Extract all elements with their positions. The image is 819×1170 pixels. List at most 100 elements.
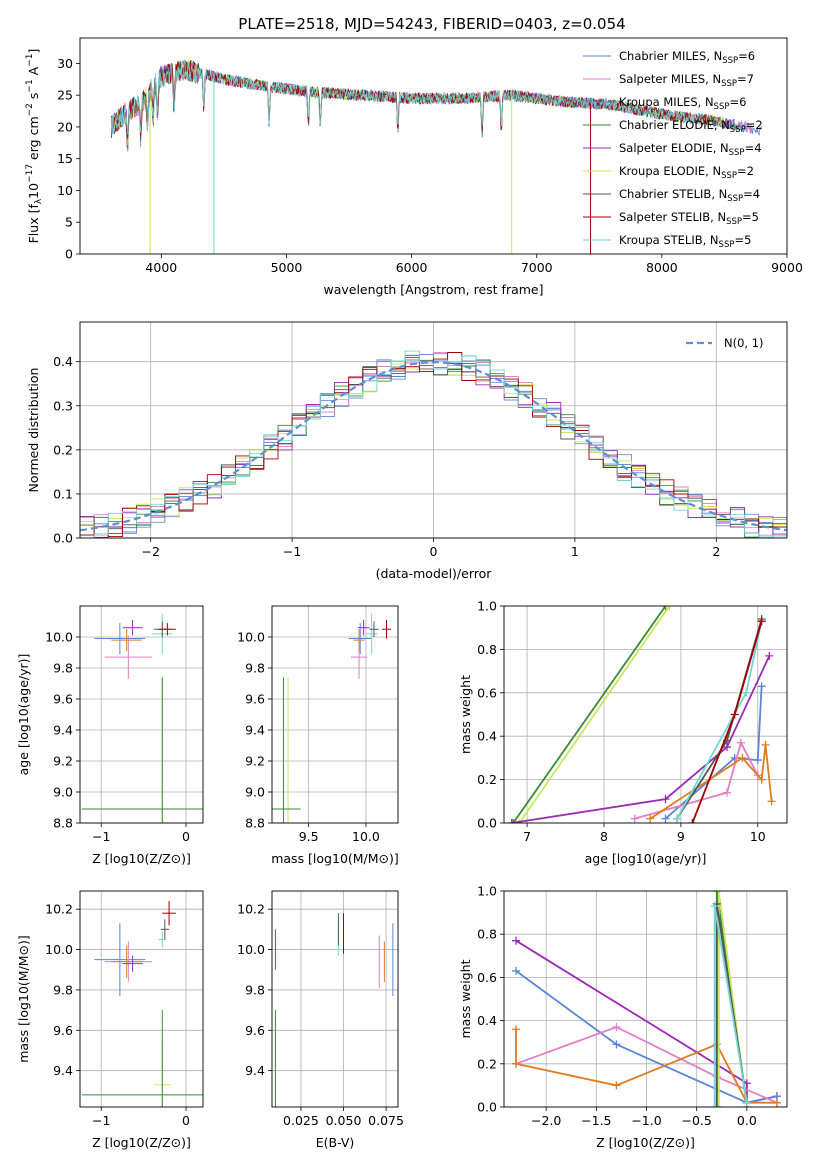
mass_vs_ebv-ytick-label: 10.2 [237,902,265,917]
weight_vs_age-marker [757,775,766,784]
spectrum-xlabel: wavelength [Angstrom, rest frame] [323,282,543,297]
weight_vs_Z-ytick-label: 0.6 [477,970,497,985]
age_vs_Z-ytick-label: 9.8 [53,661,73,676]
age_vs_mass-ytick-label: 8.8 [245,816,265,831]
spectrum-xtick-label: 4000 [145,260,177,275]
weight_vs_Z-frame [503,890,788,1108]
weight_vs_Z-marker [512,936,521,945]
mass_vs_Z-ytick-label: 10.0 [45,942,73,957]
age_vs_Z-xtick-label: 0 [182,829,190,844]
residuals-xlabel: (data-model)/error [376,566,493,581]
residuals-xtick-label: 2 [712,544,720,559]
weight_vs_age-series-4 [634,740,759,820]
mass_vs_Z-ytick-label: 9.8 [53,982,73,997]
weight_vs_age-series-8 [676,621,763,820]
age_vs_Z-ytick-label: 9.6 [53,692,73,707]
weight_vs_Z-xtick-label: 0.0 [737,1113,757,1128]
weight_vs_Z-series-4 [515,1029,777,1104]
weight_vs_age-series-2 [518,606,671,823]
weight_vs_age-marker [515,819,524,823]
age_vs_Z-axes: −1 0 8.8 9.0 9.2 9.4 9.6 9.8 10.0 [45,606,203,844]
age_vs_mass-xtick-label: 9.5 [299,829,319,844]
spectrum-ytick-label: 30 [57,56,73,71]
weight_vs_age-series-1 [512,606,667,823]
age_vs_mass-axes: 9.5 10.0 8.8 9.0 9.2 9.4 9.6 9.8 10.0 [237,606,398,844]
mass_vs_ebv-ytick-label: 9.8 [245,982,265,997]
legend-label: Salpeter MILES, NSSP=7 [619,72,754,89]
weight_vs_age-marker [661,814,670,823]
weight_vs_age-marker [688,819,697,823]
weight_vs_age-ylabel: mass weight [458,675,473,754]
weight_vs_Z-marker [714,891,723,895]
spectrum-ylabel: Flux [fλ10−17 erg cm−2 s−1 A−1] [25,49,44,244]
weight_vs_age-marker [723,788,732,797]
gaussian-curve [80,360,787,532]
age_vs_Z-ytick-label: 10.0 [45,630,73,645]
weight_vs_age-ytick-label: 0.2 [477,772,497,787]
weight_vs_age-xtick-label: 8 [600,829,608,844]
residual-hists [80,350,787,538]
weight_vs_Z-marker [710,1103,719,1107]
weight_vs_age-lines [507,606,776,823]
weight_vs_Z-marker [742,1098,751,1107]
weight_vs_age-series-7 [676,618,763,820]
weight_vs_Z-xtick-label: −1.5 [581,1113,611,1128]
spectrum-xtick-label: 7000 [521,260,553,275]
weight_vs_age-marker [661,795,670,804]
age_vs_mass-ytick-label: 9.0 [245,785,265,800]
weight_vs_age-marker [673,814,682,823]
age_vs_mass-ytick-label: 9.4 [245,723,265,738]
weight_vs_age-marker [730,710,739,719]
age_vs_mass-xlabel: mass [log10(M/M⊙)] [271,851,399,866]
mass_vs_ebv-ytick-label: 9.4 [245,1063,265,1078]
legend-label: Kroupa ELODIE, NSSP=2 [619,164,754,181]
weight_vs_age-marker [630,814,639,823]
mass_vs_Z-ylabel: mass [log10(M/M⊙)] [16,935,31,1063]
weight_vs_age-marker [753,756,762,765]
weight_vs_age-ytick-label: 0.8 [477,642,497,657]
legend-label: Chabrier MILES, NSSP=6 [619,49,755,66]
residuals-xtick-label: 0 [430,544,438,559]
weight_vs_Z-marker [710,902,719,911]
residuals-axes: −2 −1 0 1 2 0.0 0.1 0.2 0.3 0.4 [53,322,787,559]
mass_vs_ebv-ytick-label: 10.0 [237,942,265,957]
mass_vs_ebv-xtick-label: 0.075 [368,1113,404,1128]
weight_vs_Z-xtick-label: −1.0 [631,1113,661,1128]
weight_vs_Z-xlabel: Z [log10(Z/Z⊙)] [596,1135,695,1150]
age_vs_Z-ytick-label: 9.0 [53,785,73,800]
residuals-xtick-label: −2 [141,544,159,559]
weight_vs_age-series-3 [664,686,763,820]
weight_vs_age-marker [757,682,766,691]
legend-label: Kroupa STELIB, NSSP=5 [619,233,751,250]
spectrum-ytick-label: 0 [65,247,73,262]
weight_vs_age-marker [767,797,776,806]
weight_vs_Z-ytick-label: 0.8 [477,927,497,942]
weight_vs_Z-ytick-label: 0.2 [477,1056,497,1071]
gauss-legend-label: N(0, 1) [724,336,764,350]
weight_vs_age-marker [736,738,745,747]
legend-label: Chabrier STELIB, NSSP=4 [619,187,760,204]
weight_vs_age-xtick-label: 9 [677,829,685,844]
age_vs_Z-ytick-label: 9.2 [53,754,73,769]
weight_vs_Z-marker [612,1023,621,1032]
spectrum-xtick-label: 8000 [646,260,678,275]
age_vs_Z-ytick-label: 8.8 [53,816,73,831]
residual-hist-9 [80,350,787,538]
weight_vs_age-xtick-label: 7 [523,829,531,844]
weight_vs_Z-axes: −2.0 −1.5 −1.0 −0.5 0.0 0.0 0.2 0.4 0.6 0.8 1.0 [477,884,787,1128]
weight_vs_age-marker [757,617,766,626]
weight_vs_Z-xtick-label: −2.0 [531,1113,561,1128]
weight_vs_Z-marker [512,1025,521,1034]
weight_vs_age-axes: 7 8 9 10 0.0 0.2 0.4 0.6 0.8 1.0 [477,599,787,844]
mass_vs_Z-axes: −1 0 9.4 9.6 9.8 10.0 10.2 [45,891,203,1128]
age_vs_Z-xlabel: Z [log10(Z/Z⊙)] [92,851,191,866]
mass_vs_Z-ytick-label: 10.2 [45,902,73,917]
mass_vs_Z-ytick-label: 9.4 [53,1063,73,1078]
weight_vs_age-series-6 [511,655,771,823]
spectrum-series-9 [110,59,702,136]
spectrum-ytick-label: 15 [57,151,73,166]
spectrum-lines [110,59,762,254]
residuals-ytick-label: 0.1 [53,486,73,501]
age_vs_Z-frame [79,605,204,824]
age_vs_mass-points [272,613,392,823]
